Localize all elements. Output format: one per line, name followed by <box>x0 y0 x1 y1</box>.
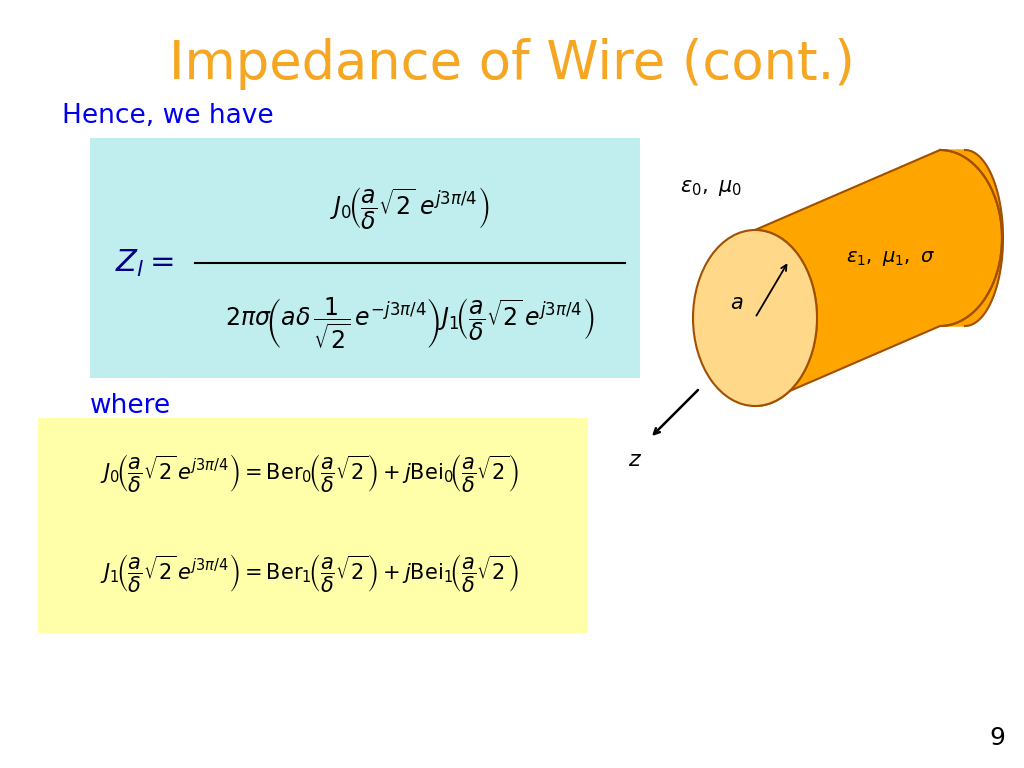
Text: $a$: $a$ <box>730 293 743 313</box>
Text: $\varepsilon_1,\ \mu_1,\ \sigma$: $\varepsilon_1,\ \mu_1,\ \sigma$ <box>846 249 935 267</box>
Text: $J_1\!\left(\dfrac{a}{\delta}\sqrt{2}\,e^{j3\pi/4}\right)=\mathrm{Ber}_1\!\left(: $J_1\!\left(\dfrac{a}{\delta}\sqrt{2}\,e… <box>100 552 519 594</box>
Polygon shape <box>755 150 1002 406</box>
Text: Hence, we have: Hence, we have <box>62 103 273 129</box>
Polygon shape <box>940 150 1002 326</box>
Bar <box>38 418 588 633</box>
Text: $z$: $z$ <box>628 450 642 470</box>
Text: $Z_l =$: $Z_l =$ <box>115 247 174 279</box>
Ellipse shape <box>693 230 817 406</box>
Bar <box>90 138 640 378</box>
Text: Impedance of Wire (cont.): Impedance of Wire (cont.) <box>169 38 855 90</box>
Text: $J_0\!\left(\dfrac{a}{\delta}\sqrt{2}\;e^{j3\pi/4}\right)$: $J_0\!\left(\dfrac{a}{\delta}\sqrt{2}\;e… <box>331 185 489 231</box>
Text: 9: 9 <box>989 726 1005 750</box>
Text: where: where <box>90 393 171 419</box>
Text: $\varepsilon_0,\ \mu_0$: $\varepsilon_0,\ \mu_0$ <box>680 178 742 198</box>
Text: $J_0\!\left(\dfrac{a}{\delta}\sqrt{2}\,e^{j3\pi/4}\right)=\mathrm{Ber}_0\!\left(: $J_0\!\left(\dfrac{a}{\delta}\sqrt{2}\,e… <box>100 452 519 494</box>
Text: $2\pi\sigma\!\left(a\delta\,\dfrac{1}{\sqrt{2}}\,e^{-j3\pi/4}\right)J_1\!\left(\: $2\pi\sigma\!\left(a\delta\,\dfrac{1}{\s… <box>225 295 595 351</box>
